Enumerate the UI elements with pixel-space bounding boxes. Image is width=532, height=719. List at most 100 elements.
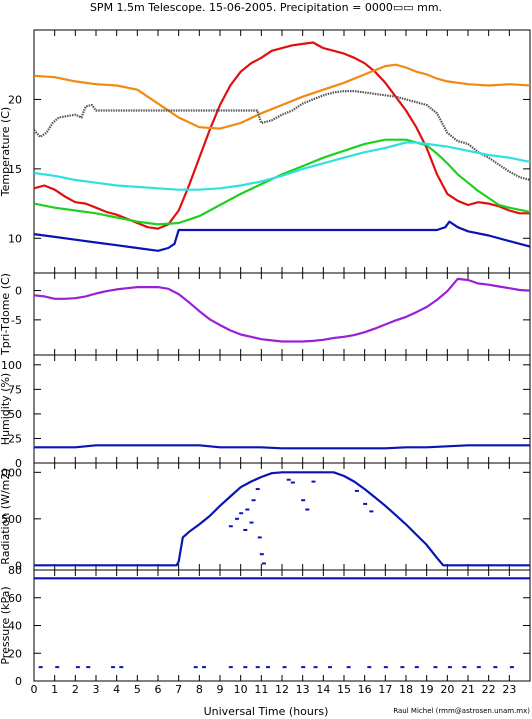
panel-frame [33, 569, 531, 682]
y-tick-label: 25 [8, 432, 22, 445]
x-tick-label: 11 [254, 683, 268, 696]
x-tick-label: 22 [482, 683, 496, 696]
y-tick-label: 75 [8, 383, 22, 396]
data-point [228, 666, 233, 669]
data-point [286, 478, 291, 481]
data-point [447, 666, 452, 669]
x-tick-label: 23 [502, 683, 516, 696]
series-cyan-line [33, 141, 531, 191]
series-purple-line [33, 277, 531, 343]
data-point [55, 666, 60, 669]
panel-4: 0 500 1000Radiation (W/m2) [0, 462, 531, 572]
y-tick-label: 100 [1, 359, 22, 372]
data-point [369, 510, 374, 513]
data-point [255, 666, 260, 669]
y-axis-label: Temperature (C) [0, 107, 12, 197]
y-tick-label: 0 [15, 285, 22, 298]
y-tick-label: 60 [8, 592, 22, 605]
data-point [313, 666, 318, 669]
x-tick-label: 17 [378, 683, 392, 696]
series-blue-line [34, 444, 530, 450]
data-point [255, 488, 260, 491]
x-tick-label: 18 [399, 683, 413, 696]
data-point [509, 666, 514, 669]
series-blue-line [33, 220, 531, 252]
data-point [367, 666, 372, 669]
data-point [400, 666, 405, 669]
y-tick-label: 500 [1, 513, 22, 526]
credit-text: Raul Michel (rmm@astrosen.unam.mx) [393, 707, 530, 715]
data-point [363, 502, 368, 505]
y-tick-label: 40 [8, 620, 22, 633]
y-tick-label: 20 [8, 93, 22, 106]
x-tick-label: 1 [51, 683, 58, 696]
data-point [266, 666, 271, 669]
data-point [493, 666, 498, 669]
data-point [119, 666, 124, 669]
panel-frame [33, 272, 531, 356]
data-point [228, 525, 233, 528]
data-point [290, 481, 295, 484]
x-tick-label: 20 [440, 683, 454, 696]
data-point [301, 499, 306, 502]
data-point [243, 528, 248, 531]
x-tick-label: 3 [93, 683, 100, 696]
data-point [257, 536, 262, 539]
x-tick-label: 4 [113, 683, 120, 696]
x-tick-label: 5 [134, 683, 141, 696]
x-tick-label: 10 [234, 683, 248, 696]
y-axis-label: Radiation (W/m2) [0, 468, 12, 564]
data-point [476, 666, 481, 669]
x-tick-label: 8 [196, 683, 203, 696]
x-tick-label: 6 [155, 683, 162, 696]
data-point [86, 666, 91, 669]
y-axis-label: Tpri-Tdome (C) [0, 273, 12, 356]
panel-frame [33, 462, 531, 571]
y-tick-label: 0 [15, 675, 22, 688]
x-tick-label: 19 [420, 683, 434, 696]
series-blue-line [34, 471, 530, 567]
y-tick-label: 15 [8, 163, 22, 176]
data-point [249, 521, 254, 524]
data-point [383, 666, 388, 669]
panel-5: 0 20 40 60 80 Pressure (kPa) [0, 564, 531, 688]
series-red-line [33, 41, 530, 230]
data-point [251, 499, 256, 502]
y-tick-label: -5 [11, 314, 22, 327]
y-tick-label: 0 [15, 457, 22, 470]
data-point [259, 553, 264, 556]
x-tick-label: 13 [296, 683, 310, 696]
y-tick-label: 1000 [0, 466, 22, 479]
x-tick-label: 15 [337, 683, 351, 696]
data-point [243, 666, 248, 669]
x-tick-label: 14 [316, 683, 330, 696]
data-point [346, 666, 351, 669]
x-tick-label: 0 [31, 683, 38, 696]
y-tick-label: 10 [8, 232, 22, 245]
y-tick-label: 0 [15, 559, 22, 572]
data-point [433, 666, 438, 669]
data-point [201, 666, 206, 669]
data-point [354, 489, 359, 492]
data-point [282, 666, 287, 669]
data-point [245, 508, 250, 511]
x-tick-label: 16 [358, 683, 372, 696]
y-axis-label: Pressure (kPa) [0, 586, 12, 664]
series-orange-line [33, 63, 531, 130]
chart-title: SPM 1.5m Telescope. 15-06-2005. Precipit… [90, 1, 442, 14]
x-tick-label: 7 [175, 683, 182, 696]
x-tick-label: 12 [275, 683, 289, 696]
y-tick-label: 80 [8, 564, 22, 577]
series-green-line [33, 138, 531, 226]
data-point [311, 480, 316, 483]
data-point [261, 562, 266, 565]
data-point [414, 666, 419, 669]
y-tick-label: 50 [8, 408, 22, 421]
x-tick-label: 9 [217, 683, 224, 696]
